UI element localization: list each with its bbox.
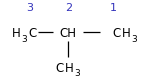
Text: H: H [122, 27, 130, 40]
Text: H: H [12, 27, 21, 40]
Text: H: H [65, 62, 73, 75]
Text: C: C [28, 27, 37, 40]
Text: C: C [55, 62, 64, 75]
Text: 1: 1 [110, 3, 117, 13]
Text: C: C [112, 27, 121, 40]
Text: 3: 3 [74, 69, 80, 78]
Text: 3: 3 [21, 35, 27, 43]
Text: 3: 3 [131, 35, 137, 43]
Text: CH: CH [60, 27, 77, 40]
Text: 3: 3 [26, 3, 33, 13]
Text: 2: 2 [65, 3, 72, 13]
